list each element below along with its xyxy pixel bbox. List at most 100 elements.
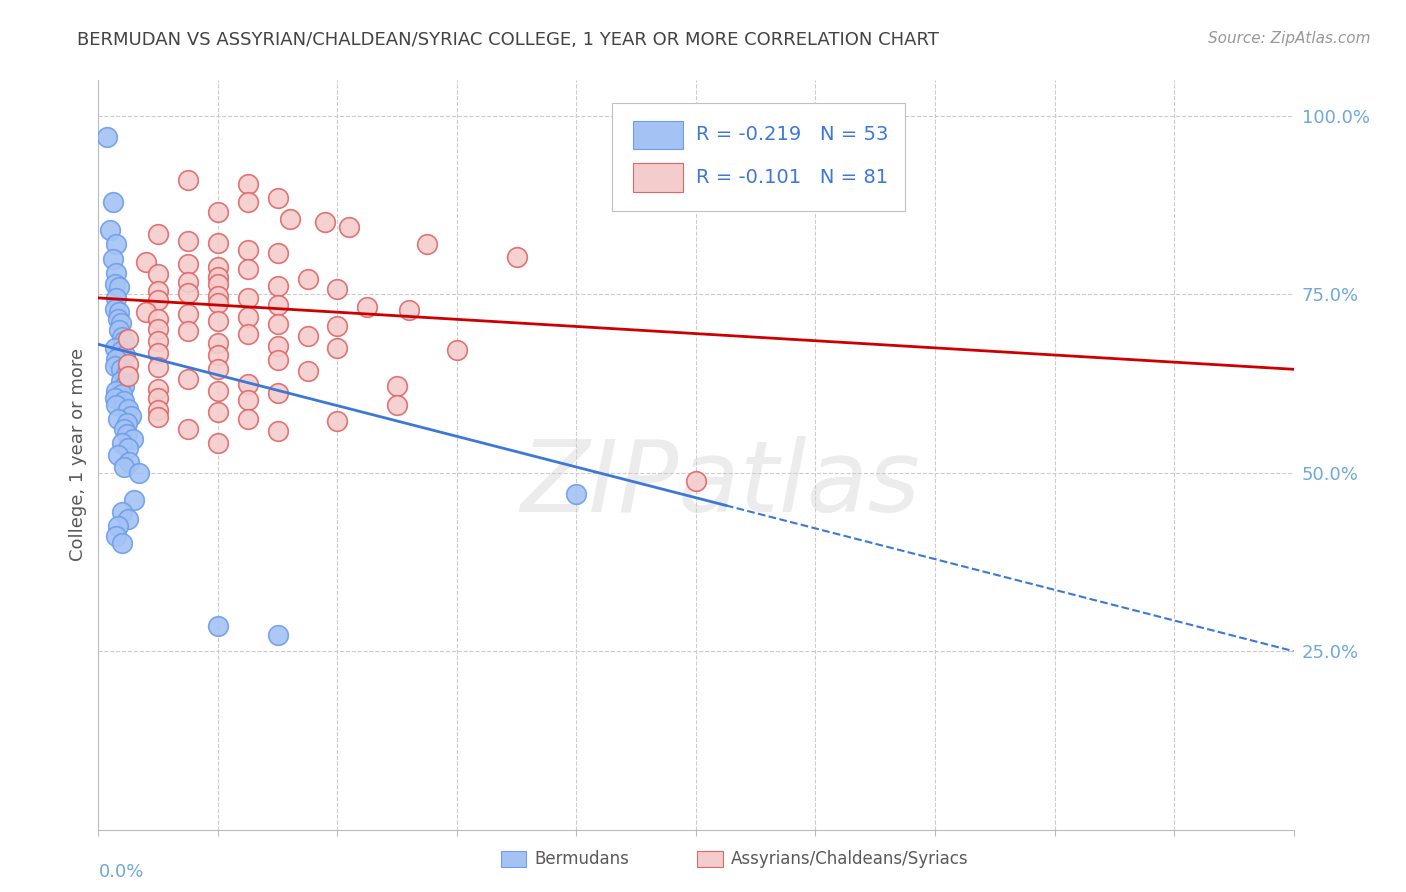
FancyBboxPatch shape	[633, 163, 683, 192]
FancyBboxPatch shape	[613, 103, 905, 211]
Point	[110, 362, 132, 376]
Point	[236, 392, 259, 407]
Point	[96, 130, 118, 145]
Point	[112, 378, 135, 392]
Text: R = -0.219   N = 53: R = -0.219 N = 53	[696, 126, 889, 145]
Point	[105, 237, 128, 252]
Point	[236, 376, 259, 391]
Point	[112, 460, 135, 475]
Point	[111, 505, 134, 519]
Point	[107, 519, 129, 533]
Point	[111, 535, 134, 549]
Point	[236, 310, 259, 325]
Point	[128, 466, 150, 480]
Point	[110, 344, 132, 359]
Point	[148, 346, 170, 360]
Point	[120, 409, 142, 423]
Point	[112, 394, 135, 409]
Point	[105, 384, 128, 398]
Point	[148, 321, 170, 335]
Point	[148, 360, 170, 375]
Point	[112, 334, 135, 348]
Point	[177, 275, 200, 289]
Point	[207, 296, 229, 310]
Point	[104, 301, 127, 316]
Point	[506, 250, 529, 264]
Point	[98, 223, 122, 237]
Point	[207, 235, 229, 250]
Text: R = -0.101   N = 81: R = -0.101 N = 81	[696, 169, 889, 187]
Point	[385, 378, 409, 392]
Point	[122, 432, 145, 446]
Point	[315, 214, 337, 228]
Point	[267, 425, 290, 439]
Point	[207, 362, 229, 376]
Point	[207, 289, 229, 303]
Point	[236, 243, 259, 257]
Point	[177, 307, 200, 321]
Point	[236, 412, 259, 426]
Point	[135, 305, 157, 319]
Point	[177, 325, 200, 339]
Point	[103, 194, 125, 209]
Text: BERMUDAN VS ASSYRIAN/CHALDEAN/SYRIAC COLLEGE, 1 YEAR OR MORE CORRELATION CHART: BERMUDAN VS ASSYRIAN/CHALDEAN/SYRIAC COL…	[77, 31, 939, 49]
Point	[326, 341, 349, 355]
Point	[207, 619, 229, 633]
Point	[236, 177, 259, 191]
Point	[103, 252, 125, 266]
Point	[297, 271, 319, 285]
Point	[135, 255, 157, 269]
Point	[111, 435, 134, 450]
Point	[207, 405, 229, 419]
Point	[267, 385, 290, 400]
Point	[148, 391, 170, 405]
Point	[326, 282, 349, 296]
Point	[297, 364, 319, 378]
Point	[267, 353, 290, 368]
Point	[207, 277, 229, 291]
Point	[326, 414, 349, 428]
Point	[148, 334, 170, 348]
Point	[267, 278, 290, 293]
Point	[115, 426, 138, 441]
Y-axis label: College, 1 year or more: College, 1 year or more	[69, 349, 87, 561]
Point	[148, 284, 170, 298]
Point	[207, 205, 229, 219]
Point	[115, 366, 138, 380]
Point	[148, 382, 170, 396]
Point	[267, 628, 290, 642]
Point	[114, 348, 136, 362]
Point	[107, 448, 129, 462]
Point	[326, 319, 349, 334]
Point	[267, 318, 290, 332]
Point	[117, 401, 139, 416]
Point	[267, 339, 290, 353]
Point	[148, 410, 170, 425]
Point	[111, 387, 134, 401]
Text: Bermudans: Bermudans	[534, 850, 628, 868]
Point	[105, 528, 128, 542]
Point	[565, 487, 588, 501]
Point	[236, 326, 259, 341]
Point	[110, 316, 132, 330]
Point	[207, 335, 229, 350]
Point	[398, 303, 420, 318]
Point	[207, 269, 229, 284]
Point	[148, 403, 170, 417]
Point	[177, 257, 200, 271]
Point	[117, 357, 139, 371]
Point	[148, 227, 170, 241]
Point	[236, 291, 259, 305]
Point	[108, 280, 131, 294]
Point	[207, 435, 229, 450]
Point	[104, 359, 127, 373]
Point	[236, 194, 259, 209]
Point	[267, 246, 290, 260]
Point	[114, 369, 136, 384]
Text: Source: ZipAtlas.com: Source: ZipAtlas.com	[1208, 31, 1371, 46]
Point	[207, 348, 229, 362]
Point	[385, 398, 409, 412]
Point	[278, 212, 301, 227]
Point	[267, 191, 290, 205]
Point	[416, 237, 439, 252]
